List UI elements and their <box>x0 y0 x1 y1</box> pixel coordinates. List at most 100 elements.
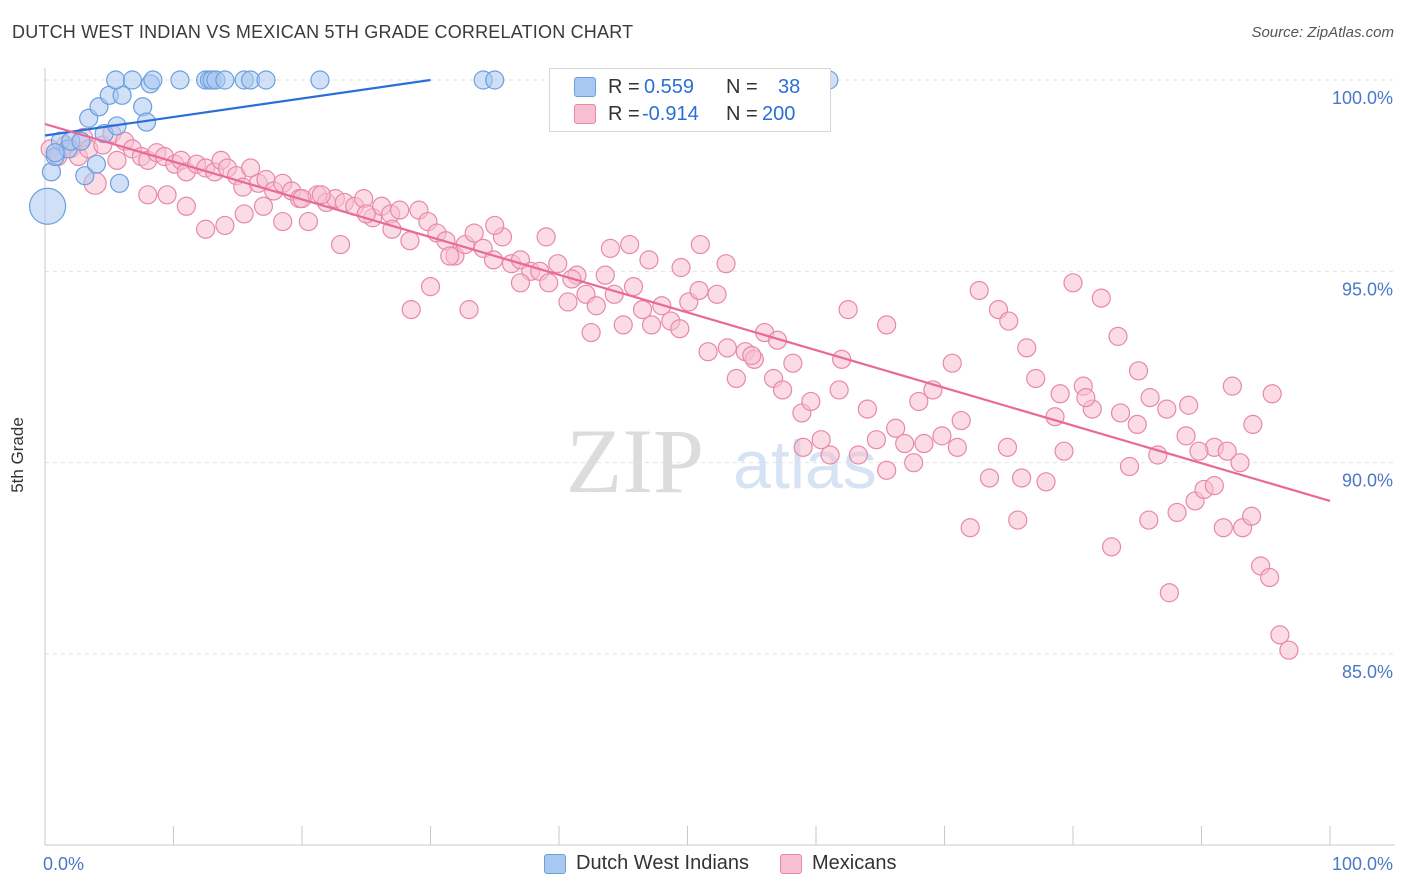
legend-row-dutch-west-indians: R = 0.559 N = 38 <box>550 74 830 100</box>
point-mexicans-68 <box>613 315 633 335</box>
point-mexicans-115 <box>1054 441 1074 461</box>
point-mexicans-92 <box>838 300 858 320</box>
y-tick-label-2: 90.0% <box>1342 471 1393 491</box>
point-dutch-west-indians-21 <box>143 70 163 90</box>
point-mexicans-185 <box>215 215 235 236</box>
y-tick-label-3: 85.0% <box>1342 662 1393 682</box>
point-mexicans-137 <box>1260 567 1280 588</box>
x-tick-label-0: 0.0% <box>43 854 84 874</box>
point-mexicans-107 <box>979 468 1000 488</box>
point-mexicans-77 <box>698 342 718 362</box>
point-mexicans-186 <box>196 219 216 239</box>
point-mexicans-85 <box>772 380 793 400</box>
y-tick-label-1: 95.0% <box>1342 279 1393 299</box>
point-mexicans-128 <box>1176 426 1196 446</box>
legend-swatch-pink <box>574 104 596 124</box>
point-mexicans-167 <box>600 238 621 258</box>
point-mexicans-124 <box>1139 510 1159 530</box>
point-dutch-west-indians-37 <box>45 143 65 163</box>
point-mexicans-155 <box>947 437 967 457</box>
point-mexicans-132 <box>1213 518 1233 538</box>
point-mexicans-187 <box>176 196 196 216</box>
point-mexicans-156 <box>909 391 929 412</box>
bottom-legend-swatch-pink <box>780 854 802 874</box>
point-mexicans-65 <box>586 296 606 316</box>
point-mexicans-142 <box>1108 326 1128 346</box>
point-mexicans-141 <box>1050 384 1070 404</box>
point-mexicans-163 <box>690 234 710 255</box>
point-mexicans-99 <box>904 453 924 473</box>
point-mexicans-95 <box>866 430 886 450</box>
point-mexicans-150 <box>1159 583 1179 603</box>
x-tick-label-1: 100.0% <box>1332 854 1393 874</box>
point-mexicans-121 <box>1110 403 1131 423</box>
point-mexicans-116 <box>1063 273 1083 293</box>
watermark-zip: ZIP <box>566 410 704 512</box>
point-mexicans-161 <box>742 345 762 366</box>
point-mexicans-34 <box>298 211 319 232</box>
point-mexicans-182 <box>273 211 293 232</box>
point-mexicans-138 <box>1270 625 1290 645</box>
bottom-legend-label: Dutch West Indians <box>576 852 750 874</box>
point-mexicans-96 <box>877 460 897 480</box>
point-mexicans-144 <box>1179 395 1199 415</box>
point-mexicans-90 <box>820 445 840 465</box>
point-mexicans-10 <box>107 150 127 170</box>
point-mexicans-112 <box>1026 368 1046 389</box>
point-mexicans-140 <box>999 311 1019 331</box>
point-mexicans-127 <box>1167 502 1187 523</box>
y-tick-label-0: 100.0% <box>1332 88 1393 108</box>
point-mexicans-173 <box>459 300 479 320</box>
point-mexicans-162 <box>716 254 736 274</box>
point-mexicans-166 <box>620 234 640 255</box>
point-mexicans-139 <box>1279 640 1299 660</box>
point-mexicans-93 <box>848 445 869 465</box>
point-mexicans-70 <box>632 300 653 320</box>
point-mexicans-27 <box>241 158 261 178</box>
point-mexicans-168 <box>581 322 601 343</box>
point-mexicans-100 <box>914 433 934 454</box>
point-mexicans-175 <box>420 277 441 297</box>
point-mexicans-148 <box>1076 388 1096 408</box>
point-mexicans-131 <box>1204 476 1224 496</box>
point-dutch-west-indians-27 <box>215 70 235 90</box>
point-dutch-west-indians-33 <box>485 70 505 90</box>
point-mexicans-71 <box>641 315 662 335</box>
point-dutch-west-indians-31 <box>310 70 330 90</box>
point-mexicans-143 <box>1140 388 1160 408</box>
point-mexicans-189 <box>138 185 158 205</box>
points-layer <box>28 70 1299 660</box>
point-dutch-west-indians-14 <box>109 173 130 193</box>
point-mexicans-164 <box>671 257 691 278</box>
point-mexicans-147 <box>1262 384 1282 404</box>
legend-n-value: 200 <box>762 103 796 125</box>
point-mexicans-184 <box>234 204 254 224</box>
chart-title: DUTCH WEST INDIAN VS MEXICAN 5TH GRADE C… <box>12 22 634 42</box>
tick-label-layer: 100.0% 95.0% 90.0% 85.0% 0.0% 100.0% <box>43 88 1393 874</box>
point-mexicans-109 <box>997 437 1018 457</box>
point-mexicans-97 <box>886 418 906 438</box>
point-mexicans-98 <box>895 433 915 454</box>
point-mexicans-62 <box>558 292 578 312</box>
point-mexicans-103 <box>942 353 962 373</box>
point-mexicans-69 <box>623 277 644 297</box>
legend-n-value: 38 <box>778 76 801 98</box>
point-mexicans-153 <box>1243 414 1263 434</box>
point-dutch-west-indians-0 <box>28 187 67 225</box>
point-mexicans-89 <box>811 430 831 450</box>
point-mexicans-44 <box>390 200 410 220</box>
point-mexicans-60 <box>539 273 559 293</box>
point-mexicans-135 <box>1242 506 1262 526</box>
point-mexicans-80 <box>726 368 746 389</box>
point-mexicans-157 <box>877 315 897 335</box>
point-mexicans-45 <box>400 231 420 251</box>
point-mexicans-152 <box>1217 441 1237 461</box>
point-mexicans-176 <box>401 300 421 320</box>
point-mexicans-74 <box>670 319 690 339</box>
point-mexicans-76 <box>689 280 709 301</box>
point-mexicans-110 <box>1008 510 1028 530</box>
point-mexicans-133 <box>1222 376 1242 396</box>
point-mexicans-79 <box>717 338 737 358</box>
trend-line-mexicans <box>44 122 1331 502</box>
